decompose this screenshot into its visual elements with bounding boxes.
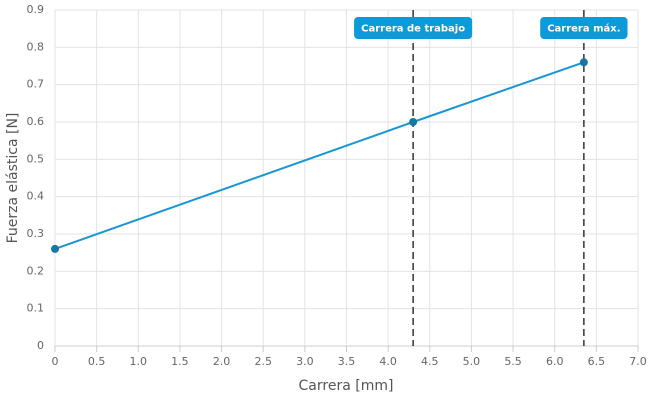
x-tick-label: 3.0 — [296, 355, 314, 368]
annotation-box — [354, 17, 473, 39]
x-tick-label: 2.5 — [254, 355, 272, 368]
data-point — [409, 118, 418, 126]
x-tick-label: 5.5 — [504, 355, 522, 368]
annotation-label: Carrera máx. — [547, 23, 620, 35]
x-tick-label: 1.5 — [171, 355, 189, 368]
x-tick-label: 4.5 — [421, 355, 439, 368]
y-tick-label: 0.4 — [27, 190, 45, 203]
y-tick-label: 0 — [37, 339, 44, 352]
y-tick-label: 0.9 — [27, 3, 45, 16]
y-tick-label: 0.2 — [27, 264, 45, 277]
x-tick-label: 0.5 — [88, 355, 106, 368]
annotation-label: Carrera de trabajo — [361, 24, 465, 35]
data-point — [51, 244, 59, 253]
y-tick-label: 0.6 — [27, 115, 45, 128]
x-tick-label: 3.5 — [338, 355, 356, 368]
x-tick-label: 5.0 — [463, 355, 481, 368]
annotation-box — [540, 17, 628, 39]
x-tick-label: 1.0 — [130, 355, 148, 368]
x-tick-label: 7.0 — [629, 355, 647, 368]
y-tick-label: 0.5 — [27, 152, 45, 165]
y-tick-label: 0.3 — [27, 227, 45, 240]
x-tick-label: 6.0 — [546, 355, 564, 368]
x-tick-label: 6.5 — [588, 355, 606, 368]
y-tick-label: 0.8 — [27, 40, 45, 53]
x-tick-label: 2.0 — [213, 355, 231, 368]
x-axis-title: Carrera [mm] — [299, 378, 394, 394]
data-point — [579, 58, 588, 67]
x-tick-label: 0 — [52, 355, 59, 368]
x-tick-label: 4.0 — [379, 355, 397, 368]
y-tick-label: 0.7 — [27, 78, 45, 91]
y-axis-title: Fuerza elástica [N] — [5, 113, 21, 244]
y-tick-label: 0.1 — [27, 302, 45, 315]
data-line — [54, 61, 585, 250]
